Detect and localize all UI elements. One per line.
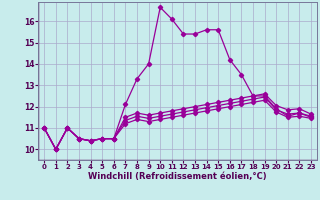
X-axis label: Windchill (Refroidissement éolien,°C): Windchill (Refroidissement éolien,°C) bbox=[88, 172, 267, 181]
